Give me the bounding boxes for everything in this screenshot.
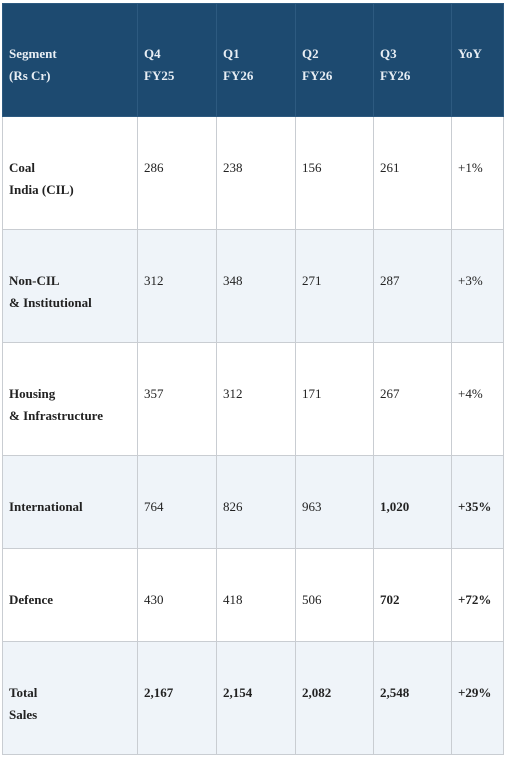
cell-line: & Institutional xyxy=(9,295,92,310)
value-cell: 963 xyxy=(295,455,374,549)
cell-line: Non-CIL xyxy=(9,273,60,288)
table-row: Non-CIL & Institutional 312 348 271 287 +3% xyxy=(2,229,504,343)
cell-line: FY26 xyxy=(380,68,411,83)
value-cell: 418 xyxy=(216,548,296,642)
header-cell: Q1 FY26 xyxy=(216,3,296,117)
value-cell: 826 xyxy=(216,455,296,549)
value-cell: 287 xyxy=(373,229,452,343)
value-cell: +1% xyxy=(451,116,504,230)
table-header: Segment (Rs Cr) Q4 FY25 Q1 FY26 Q2 FY26 Q3 FY26 Yo… xyxy=(2,3,504,117)
table-row: International 764 826 963 1,020 +35% xyxy=(2,455,504,549)
table-row: Housing & Infrastructure 357 312 171 267 +4% xyxy=(2,342,504,456)
header-cell: Q4 FY25 xyxy=(137,3,217,117)
value-cell: 2,548 xyxy=(373,641,452,755)
value-cell: +35% xyxy=(451,455,504,549)
cell-line: FY26 xyxy=(302,68,333,83)
segment-cell: Coal India (CIL) xyxy=(2,116,138,230)
header-cell: Q2 FY26 xyxy=(295,3,374,117)
cell-line: Coal xyxy=(9,160,35,175)
segment-table: Segment (Rs Cr) Q4 FY25 Q1 FY26 Q2 FY26 Q3 FY26 Yo… xyxy=(2,3,504,755)
value-cell: 2,154 xyxy=(216,641,296,755)
value-cell: 238 xyxy=(216,116,296,230)
cell-line: Q3 xyxy=(380,46,397,61)
cell-line: International xyxy=(9,499,83,514)
value-cell: +29% xyxy=(451,641,504,755)
header-cell: Segment (Rs Cr) xyxy=(2,3,138,117)
value-cell: 286 xyxy=(137,116,217,230)
cell-line: Total xyxy=(9,685,38,700)
value-cell: 2,082 xyxy=(295,641,374,755)
header-cell: YoY xyxy=(451,3,504,117)
cell-line: Defence xyxy=(9,592,54,607)
cell-line: YoY xyxy=(458,46,482,61)
cell-line: Sales xyxy=(9,707,38,722)
cell-line: India (CIL) xyxy=(9,182,74,197)
segment-cell: Defence xyxy=(2,548,138,642)
value-cell: 702 xyxy=(373,548,452,642)
value-cell: 271 xyxy=(295,229,374,343)
value-cell: 1,020 xyxy=(373,455,452,549)
segment-cell: Non-CIL & Institutional xyxy=(2,229,138,343)
value-cell: +4% xyxy=(451,342,504,456)
segment-cell: Housing & Infrastructure xyxy=(2,342,138,456)
value-cell: +3% xyxy=(451,229,504,343)
cell-line: FY25 xyxy=(144,68,175,83)
value-cell: 764 xyxy=(137,455,217,549)
cell-line: FY26 xyxy=(223,68,254,83)
value-cell: 430 xyxy=(137,548,217,642)
table-row: Total Sales 2,167 2,154 2,082 2,548 +29% xyxy=(2,641,504,755)
cell-line: & Infrastructure xyxy=(9,408,103,423)
cell-line: Q4 xyxy=(144,46,161,61)
value-cell: +72% xyxy=(451,548,504,642)
value-cell: 348 xyxy=(216,229,296,343)
value-cell: 261 xyxy=(373,116,452,230)
cell-line: (Rs Cr) xyxy=(9,68,51,83)
cell-line: Q2 xyxy=(302,46,319,61)
cell-line: Housing xyxy=(9,386,56,401)
value-cell: 267 xyxy=(373,342,452,456)
table-row: Defence 430 418 506 702 +72% xyxy=(2,548,504,642)
value-cell: 357 xyxy=(137,342,217,456)
value-cell: 312 xyxy=(137,229,217,343)
cell-line: Segment xyxy=(9,46,57,61)
segment-cell: Total Sales xyxy=(2,641,138,755)
header-row: Segment (Rs Cr) Q4 FY25 Q1 FY26 Q2 FY26 Q3 FY26 Yo… xyxy=(2,3,504,117)
cell-line: Q1 xyxy=(223,46,240,61)
table-body: Coal India (CIL) 286 238 156 261 +1% Non-CIL & I… xyxy=(2,116,504,755)
value-cell: 171 xyxy=(295,342,374,456)
value-cell: 506 xyxy=(295,548,374,642)
value-cell: 2,167 xyxy=(137,641,217,755)
value-cell: 312 xyxy=(216,342,296,456)
value-cell: 156 xyxy=(295,116,374,230)
table-row: Coal India (CIL) 286 238 156 261 +1% xyxy=(2,116,504,230)
segment-cell: International xyxy=(2,455,138,549)
header-cell: Q3 FY26 xyxy=(373,3,452,117)
